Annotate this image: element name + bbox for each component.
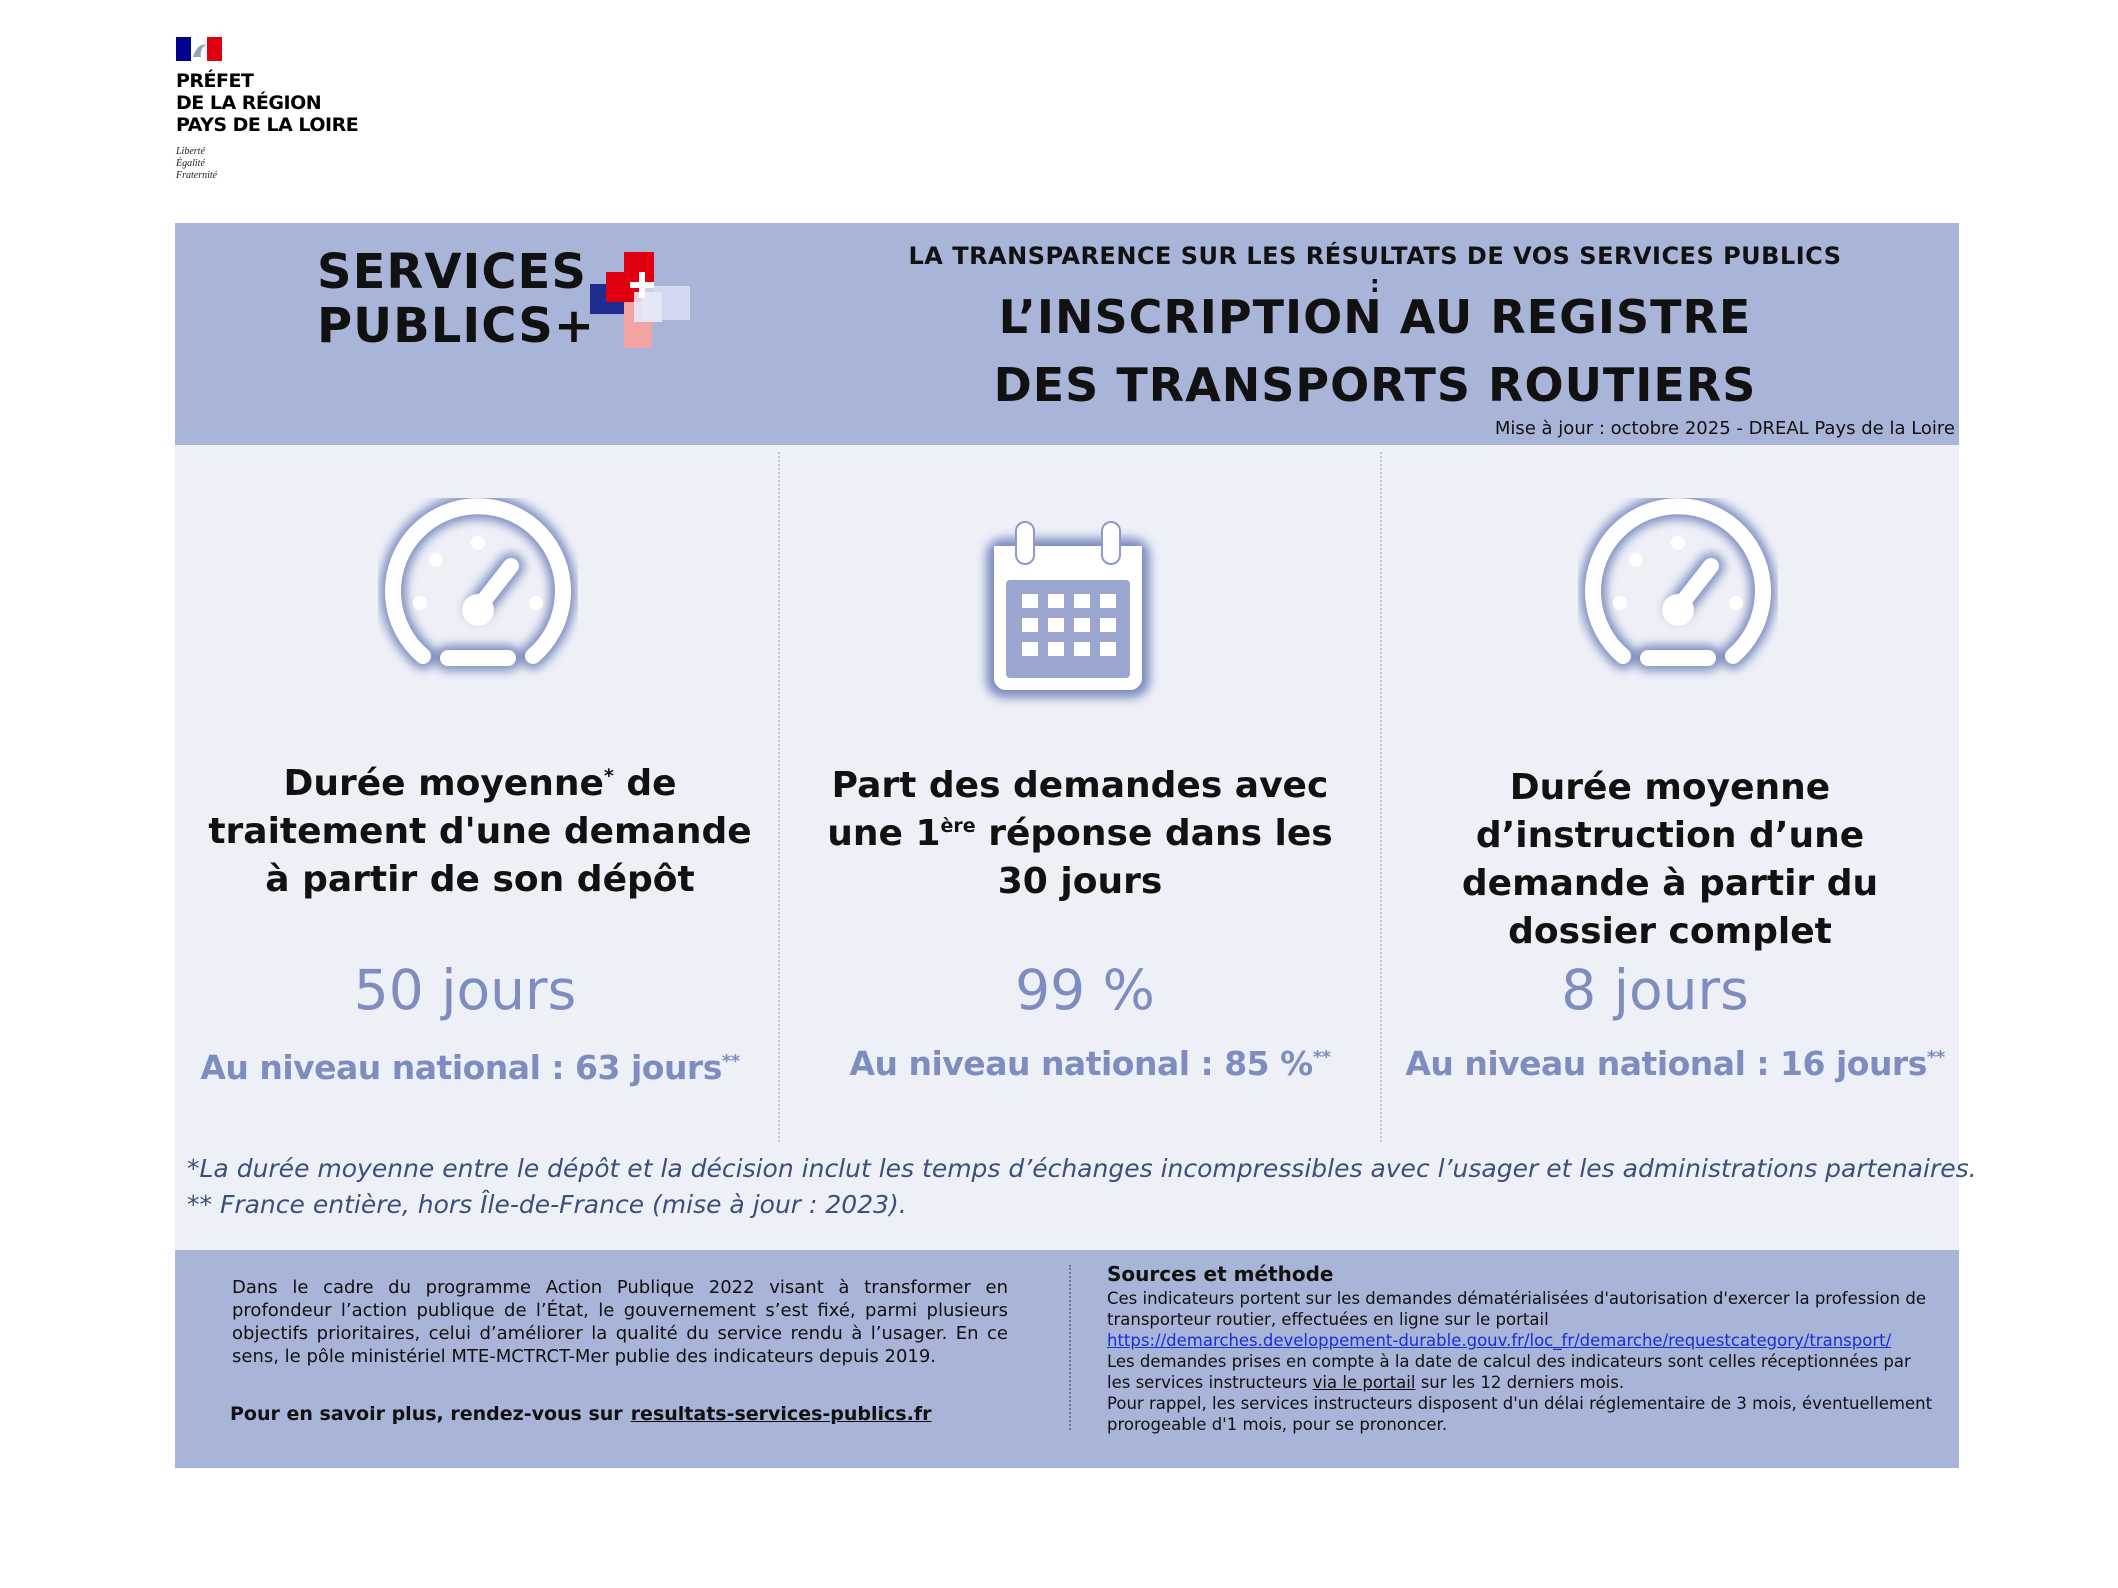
footer-divider (1069, 1265, 1071, 1430)
indicator-value: 8 jours (1561, 958, 1749, 1022)
national-value: Au niveau national : 85 %** (820, 1044, 1360, 1083)
title-line: L’INSCRIPTION AU REGISTRE (998, 290, 1752, 344)
devise-line: Liberté (176, 146, 205, 157)
national-text: Au niveau national : 85 % (849, 1044, 1313, 1083)
footer-context-text: Dans le cadre du programme Action Publiq… (232, 1277, 1008, 1367)
brand-line: PUBLICS+ (317, 298, 596, 354)
card-title-text: Durée moyenne d’instruction d’une demand… (1461, 767, 1879, 952)
prefet-line: PAYS DE LA LOIRE (176, 114, 359, 136)
devise-line: Égalité (176, 158, 205, 169)
sources-text: Ces indicateurs portent sur les demandes… (1107, 1288, 1937, 1435)
card-title-text: réponse dans les 30 jours (975, 813, 1333, 902)
brand-line: SERVICES (317, 244, 587, 300)
card-title: Durée moyenne d’instruction d’une demand… (1395, 764, 1945, 956)
learn-more-label: Pour en savoir plus, rendez-vous sur (230, 1403, 623, 1425)
footnote-marker: ** (1312, 1047, 1331, 1068)
card-title: Durée moyenne* de traitement d'une deman… (190, 760, 770, 904)
prefet-line: PRÉFET (176, 70, 254, 92)
card-title-text: de traitement d'une demande à partir de … (208, 763, 752, 900)
national-text: Au niveau national : 16 jours (1405, 1044, 1927, 1083)
header-band (175, 223, 1959, 445)
services-publics-plus-icon (590, 252, 690, 348)
sources-paragraph: Pour rappel, les services instructeurs d… (1107, 1394, 1933, 1434)
page-title: L’INSCRIPTION AU REGISTRE DES TRANSPORTS… (860, 283, 1890, 419)
prefet-region-title: PRÉFET DE LA RÉGION PAYS DE LA LOIRE (176, 70, 359, 136)
via-portal-link[interactable]: via le portail (1312, 1373, 1416, 1392)
sources-paragraph: Les demandes prises en compte à la date … (1107, 1351, 1937, 1393)
footnote-average-duration: *La durée moyenne entre le dépôt et la d… (187, 1154, 1977, 1183)
sources-text-part: sur les 12 derniers mois. (1415, 1373, 1625, 1392)
speedometer-icon (380, 498, 576, 671)
calendar-icon (986, 521, 1150, 698)
national-text: Au niveau national : 63 jours (200, 1048, 722, 1087)
title-line: DES TRANSPORTS ROUTIERS (993, 358, 1757, 412)
national-value: Au niveau national : 63 jours** (200, 1048, 740, 1087)
speedometer-icon (1580, 498, 1776, 671)
prefet-line: DE LA RÉGION (176, 92, 322, 114)
devise: Liberté Égalité Fraternité (176, 146, 217, 182)
footnote-marker: ** (721, 1051, 740, 1072)
card-title-text: Part des demandes avec une 1 (827, 765, 1329, 854)
card-title: Part des demandes avec une 1ère réponse … (800, 762, 1360, 906)
sources-paragraph: Ces indicateurs portent sur les demandes… (1107, 1289, 1926, 1329)
footnote-marker: ** (1926, 1047, 1945, 1068)
footer-band (175, 1250, 1959, 1468)
update-date: Mise à jour : octobre 2025 - DREAL Pays … (1494, 418, 1955, 439)
header-kicker: LA TRANSPARENCE SUR LES RÉSULTATS DE VOS… (908, 242, 1842, 298)
sources-title: Sources et méthode (1107, 1262, 1334, 1286)
footnote-marker: * (603, 765, 614, 787)
card-title-text: Durée moyenne (283, 763, 604, 804)
column-divider (1380, 452, 1382, 1142)
sources-portal-link[interactable]: https://demarches.developpement-durable.… (1107, 1331, 1892, 1350)
learn-more: Pour en savoir plus, rendez-vous sur resu… (230, 1403, 931, 1425)
column-divider (778, 452, 780, 1142)
marianne-flag-logo (176, 37, 222, 61)
learn-more-link[interactable]: resultats-services-publics.fr (630, 1403, 932, 1425)
indicator-value: 99 % (1015, 958, 1155, 1022)
devise-line: Fraternité (176, 170, 218, 181)
national-value: Au niveau national : 16 jours** (1380, 1044, 1970, 1083)
indicator-value: 50 jours (353, 958, 577, 1022)
footnote-national-scope: ** France entière, hors Île-de-France (m… (187, 1190, 907, 1219)
footnote-marker: ère (940, 815, 976, 837)
sources-text-part: Les demandes prises en compte à la date … (1107, 1352, 1911, 1392)
services-publics-brand: SERVICES PUBLICS+ (317, 245, 595, 353)
